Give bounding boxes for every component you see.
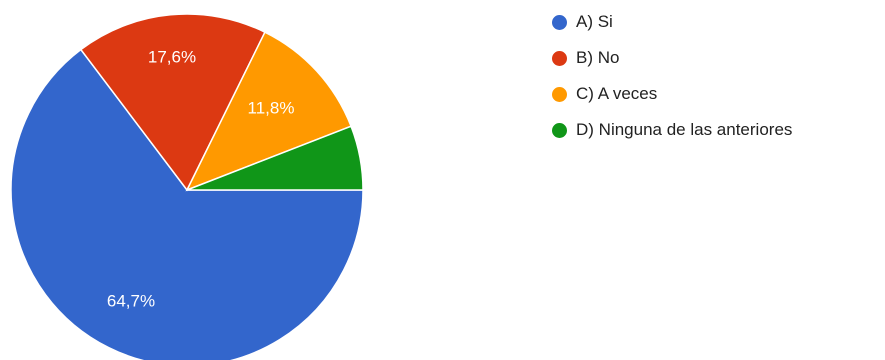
legend-label-a: A) Si [576,12,613,31]
legend-swatch-b [552,50,567,66]
legend-item-a[interactable]: A) Si [552,8,792,36]
legend-item-b[interactable]: B) No [552,44,792,72]
pie-slice-b[interactable] [79,13,266,192]
pie-slice-c[interactable] [185,31,353,192]
slice-label-a: 64,7% [107,291,155,310]
legend-label-c: C) A veces [576,84,658,103]
legend-item-c[interactable]: C) A veces [552,80,792,108]
legend-swatch-c [552,86,567,102]
pie-slice-a[interactable] [10,48,364,360]
legend-swatch-d [552,122,567,138]
slice-label-b: 17,6% [148,47,196,66]
pie-slice-d[interactable] [186,125,364,191]
slice-label-c: 11,8% [248,98,295,117]
chart-legend: A) Si B) No C) A veces D) Ninguna de las… [552,8,792,152]
legend-label-d: D) Ninguna de las anteriores [576,120,793,139]
legend-label-b: B) No [576,48,620,67]
legend-swatch-a [552,14,567,30]
legend-item-d[interactable]: D) Ninguna de las anteriores [552,116,792,144]
